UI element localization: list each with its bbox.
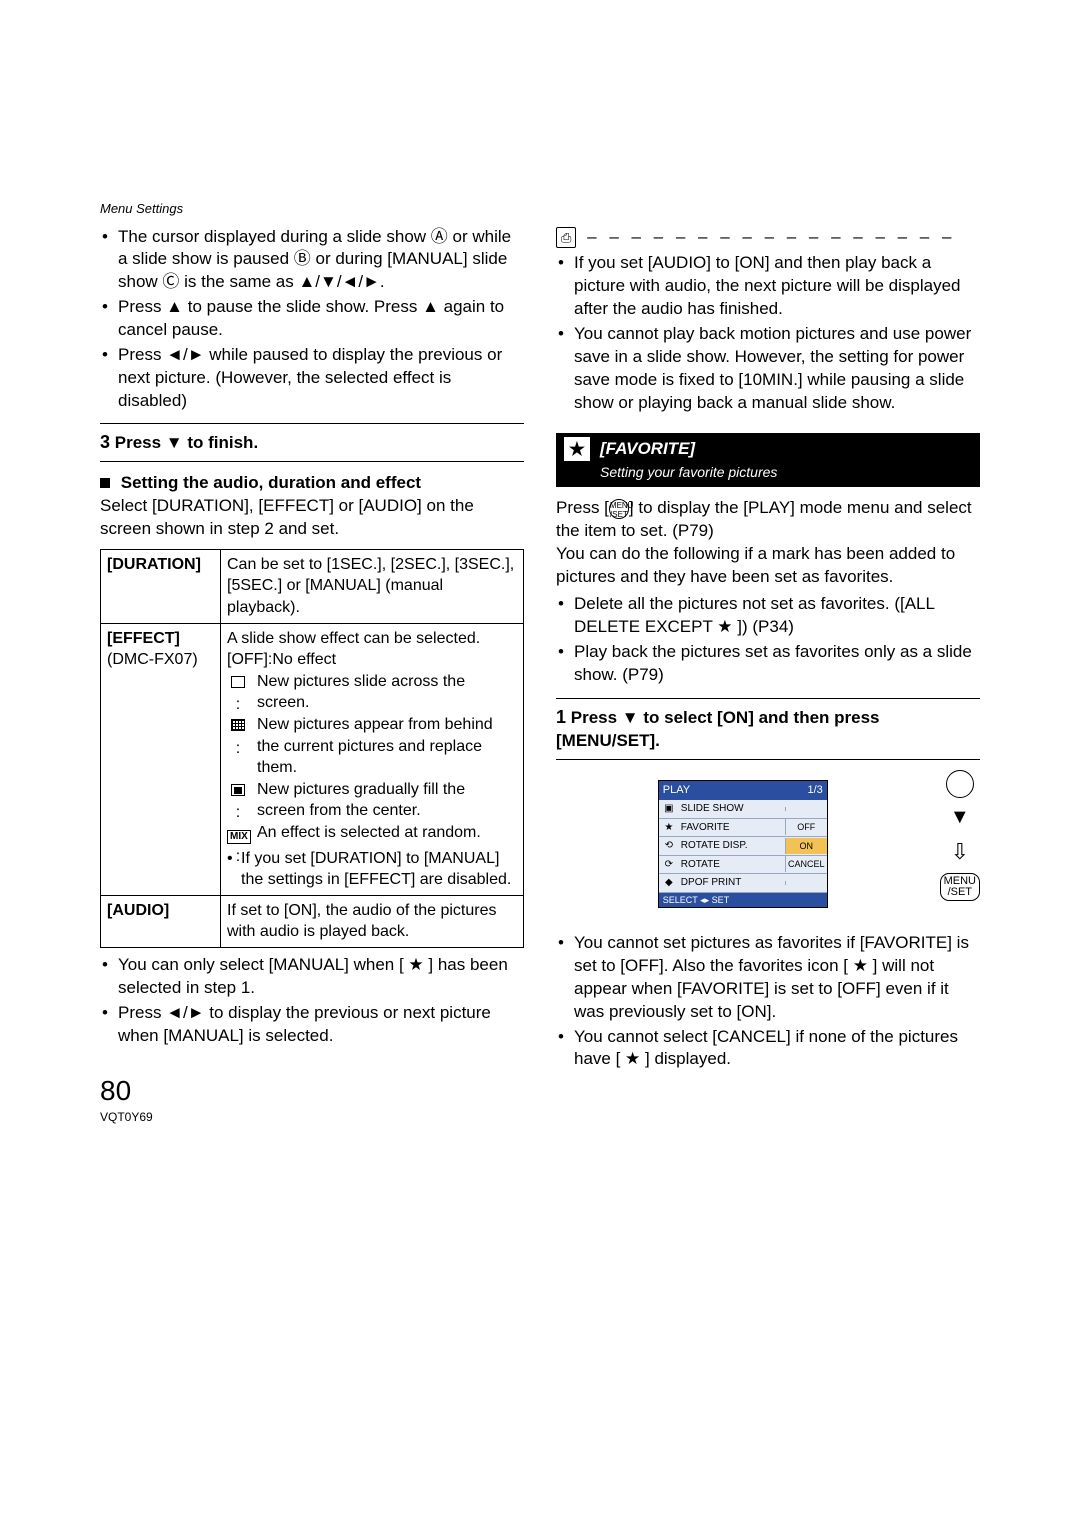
right-bullets-2: You cannot set pictures as favorites if …: [556, 932, 980, 1072]
row-value: ON: [785, 838, 827, 854]
effect-intro: A slide show effect can be selected.: [227, 628, 517, 650]
dash-line: – – – – – – – – – – – – – – – – –: [587, 226, 955, 249]
left-bullets-1: The cursor displayed during a slide show…: [100, 226, 524, 414]
favorite-intro: Press [MENU/SET] to display the [PLAY] m…: [556, 497, 980, 543]
screen-row: ▣ SLIDE SHOW: [659, 800, 827, 819]
screen-row: ★ FAVORITE OFF: [659, 819, 827, 838]
bullet: Delete all the pictures not set as favor…: [574, 593, 980, 639]
step-3: 3 Press ▼ to finish.: [100, 423, 524, 462]
row-icon: ◆: [659, 876, 679, 890]
joystick-icon: [946, 770, 974, 798]
row-label: DPOF PRINT: [679, 874, 785, 892]
audio-body: If set to [ON], the audio of the picture…: [221, 895, 524, 947]
effect-off: [OFF]:No effect: [227, 649, 517, 671]
left-bullets-2: You can only select [MANUAL] when [ ★ ] …: [100, 954, 524, 1048]
effect-center-icon: :: [227, 781, 249, 824]
effect-option: : New pictures gradually fill the screen…: [227, 779, 517, 822]
row-value: CANCEL: [785, 856, 827, 872]
screen-row-selected: ⟲ ROTATE DISP. ON: [659, 837, 827, 856]
left-column: The cursor displayed during a slide show…: [100, 226, 524, 1126]
row-icon: ▣: [659, 802, 679, 816]
row-icon: ⟲: [659, 839, 679, 853]
screen-row: ⟳ ROTATE CANCEL: [659, 856, 827, 875]
sub-heading-row: Setting the audio, duration and effect: [100, 472, 524, 495]
bullet: Press ◄/► to display the previous or nex…: [118, 1002, 524, 1048]
bullet: You cannot set pictures as favorites if …: [574, 932, 980, 1024]
effect-grid-icon: :: [227, 716, 249, 759]
row-value: [785, 807, 827, 811]
right-bullets-1: If you set [AUDIO] to [ON] and then play…: [556, 252, 980, 415]
effect-option: MIX : An effect is selected at random.: [227, 822, 517, 844]
row-icon: ⟳: [659, 858, 679, 872]
bullet: You cannot select [CANCEL] if none of th…: [574, 1026, 980, 1072]
row-label: FAVORITE: [679, 819, 785, 837]
bullet: If you set [AUDIO] to [ON] and then play…: [574, 252, 980, 321]
favorite-title-bar: ★ [FAVORITE]: [556, 433, 980, 465]
duration-body: Can be set to [1SEC.], [2SEC.], [3SEC.],…: [221, 549, 524, 623]
menu-set-button-icon: MENU/SET: [940, 873, 980, 901]
bullet: The cursor displayed during a slide show…: [118, 226, 524, 295]
square-bullet-icon: [100, 478, 110, 488]
effect-text: New pictures slide across the screen.: [257, 673, 465, 712]
favorite-subtitle: Setting your favorite pictures: [556, 463, 980, 487]
sub-body: Select [DURATION], [EFFECT] or [AUDIO] o…: [100, 495, 524, 541]
page-number: 80: [100, 1072, 524, 1110]
down-arrow-icon: ▼: [950, 804, 970, 831]
bullet: Press ▲ to pause the slide show. Press ▲…: [118, 296, 524, 342]
screen-illustration: PLAY 1/3 ▣ SLIDE SHOW ★ FAVORITE OFF ⟲ R…: [556, 770, 980, 917]
row-label: ROTATE: [679, 856, 785, 874]
favorite-title: [FAVORITE]: [600, 438, 695, 461]
bullet: You cannot play back motion pictures and…: [574, 323, 980, 415]
screen-title: PLAY: [663, 783, 690, 798]
star-icon: ★: [564, 437, 590, 461]
favorite-bullets: Delete all the pictures not set as favor…: [556, 593, 980, 687]
play-menu-screen: PLAY 1/3 ▣ SLIDE SHOW ★ FAVORITE OFF ⟲ R…: [658, 780, 828, 907]
effect-model: (DMC-FX07): [107, 651, 198, 668]
step-text: Press ▼ to select [ON] and then press [M…: [556, 708, 880, 750]
screen-page: 1/3: [808, 783, 823, 798]
effect-slide-icon: :: [227, 673, 249, 716]
screen-footer: SELECT ◂▸ SET: [659, 893, 827, 907]
sub-heading: Setting the audio, duration and effect: [121, 473, 421, 492]
effect-note-text: If you set [DURATION] to [MANUAL] the se…: [241, 850, 511, 889]
bullet: Press ◄/► while paused to display the pr…: [118, 344, 524, 413]
table-row: [DURATION] Can be set to [1SEC.], [2SEC.…: [101, 549, 524, 623]
menu-set-icon: MENU/SET: [609, 499, 629, 519]
screen-row: ◆ DPOF PRINT: [659, 874, 827, 893]
down-hollow-arrow-icon: ⇩: [951, 837, 969, 867]
effect-option: : New pictures slide across the screen.: [227, 671, 517, 714]
page-header: Menu Settings: [100, 200, 980, 218]
row-label: ROTATE DISP.: [679, 837, 785, 855]
row-label: SLIDE SHOW: [679, 800, 785, 818]
effect-text: New pictures appear from behind the curr…: [257, 716, 493, 776]
settings-table: [DURATION] Can be set to [1SEC.], [2SEC.…: [100, 549, 524, 948]
step-number: 3: [100, 432, 110, 452]
row-value: [785, 881, 827, 885]
note-row: ⎙ – – – – – – – – – – – – – – – – –: [556, 226, 980, 249]
bullet: Play back the pictures set as favorites …: [574, 641, 980, 687]
step-number: 1: [556, 707, 566, 727]
step-1: 1 Press ▼ to select [ON] and then press …: [556, 698, 980, 760]
effect-label-text: [EFFECT]: [107, 630, 180, 647]
row-value: OFF: [785, 819, 827, 835]
effect-option: : New pictures appear from behind the cu…: [227, 714, 517, 779]
screen-header: PLAY 1/3: [659, 781, 827, 800]
right-column: ⎙ – – – – – – – – – – – – – – – – – If y…: [556, 226, 980, 1126]
effect-text: New pictures gradually fill the screen f…: [257, 781, 465, 820]
table-row: [EFFECT] (DMC-FX07) A slide show effect …: [101, 623, 524, 895]
effect-text: An effect is selected at random.: [257, 824, 481, 841]
duration-label: [DURATION]: [101, 549, 221, 623]
side-controls: ▼ ⇩ MENU/SET: [940, 770, 980, 917]
audio-label: [AUDIO]: [101, 895, 221, 947]
footer-code: VQT0Y69: [100, 1109, 524, 1125]
favorite-intro-2: You can do the following if a mark has b…: [556, 543, 980, 589]
bullet: You can only select [MANUAL] when [ ★ ] …: [118, 954, 524, 1000]
effect-label: [EFFECT] (DMC-FX07): [101, 623, 221, 895]
effect-note: • If you set [DURATION] to [MANUAL] the …: [227, 848, 517, 891]
note-icon: ⎙: [556, 227, 576, 249]
table-row: [AUDIO] If set to [ON], the audio of the…: [101, 895, 524, 947]
step-text: Press ▼ to finish.: [115, 433, 258, 452]
effect-body: A slide show effect can be selected. [OF…: [221, 623, 524, 895]
row-icon: ★: [659, 821, 679, 835]
